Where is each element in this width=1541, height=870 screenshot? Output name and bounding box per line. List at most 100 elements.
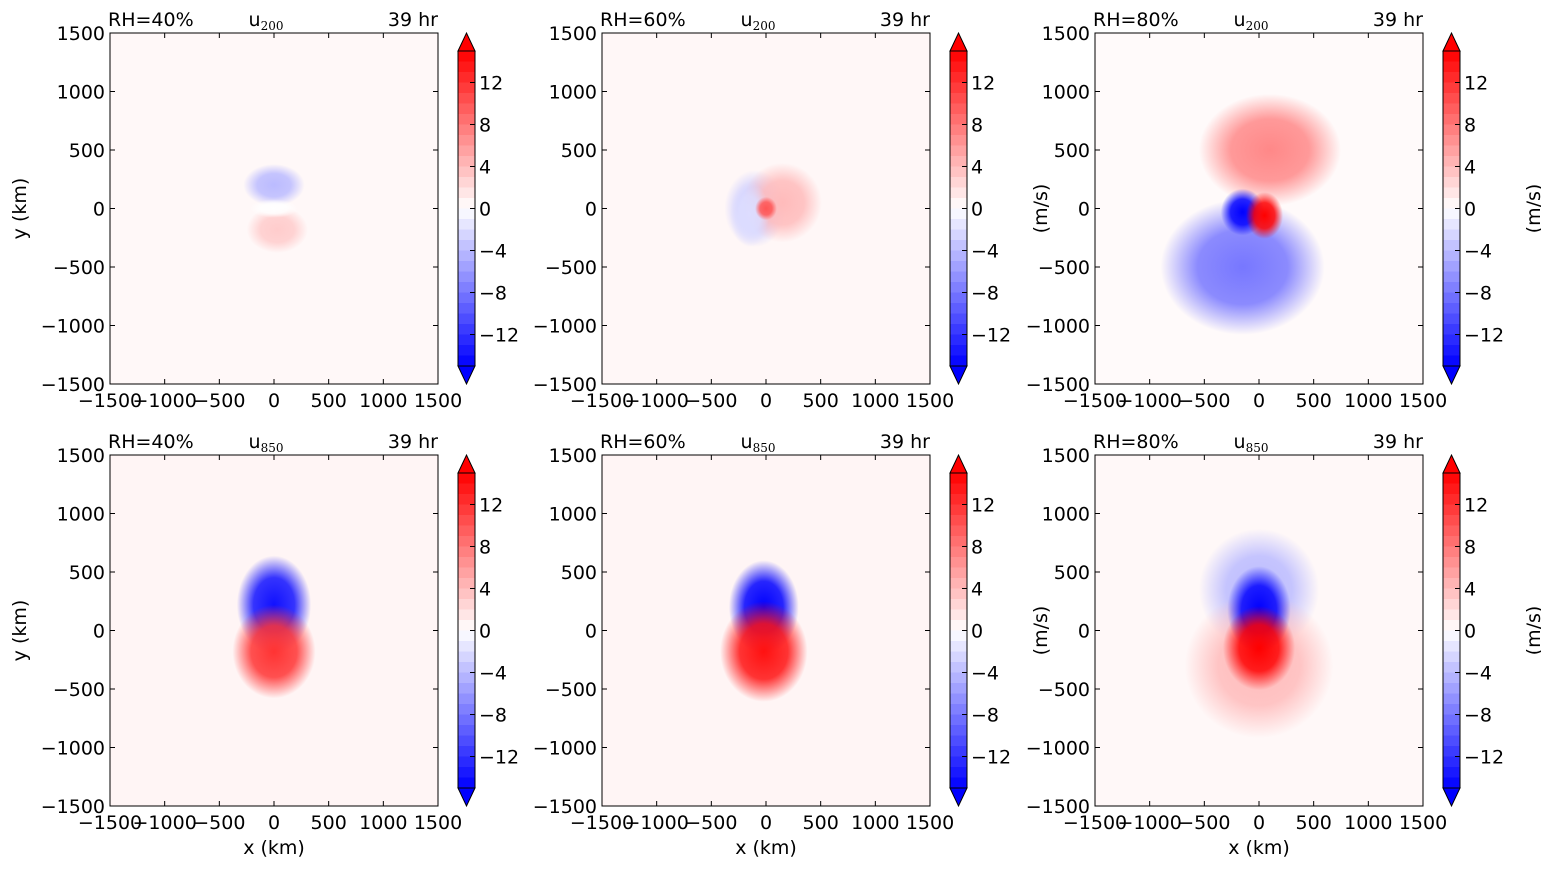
colorbar-tick-label: −4	[479, 663, 507, 685]
colorbar-band	[458, 156, 475, 168]
colorbar-band	[458, 588, 475, 600]
panel-5: −1500−1000−500 0 500 1000 1500150010005000−5…	[533, 431, 1052, 859]
colorbar-band	[950, 292, 967, 304]
x-tick-label: −1000	[133, 812, 197, 834]
colorbar-band	[1443, 641, 1460, 653]
field-features	[720, 560, 808, 702]
colorbar-band	[950, 240, 967, 252]
x-tick-label: −500	[1178, 812, 1230, 834]
colorbar-tick-label: 0	[971, 621, 983, 643]
colorbar-extend-max	[949, 453, 968, 474]
x-tick-label: 1500	[1399, 812, 1447, 834]
colorbar-band	[950, 525, 967, 537]
colorbar-band	[458, 292, 475, 304]
colorbar-band	[1443, 219, 1460, 231]
colorbar-band	[950, 504, 967, 516]
variable-name: u	[1234, 431, 1246, 453]
colorbar-band	[950, 82, 967, 94]
y-tick-label: −1500	[533, 374, 597, 396]
x-tick-label: −1500	[78, 390, 142, 412]
colorbar-band	[458, 704, 475, 716]
colorbar-band	[950, 672, 967, 684]
colorbar-tick-label: −12	[479, 747, 519, 769]
colorbar-band	[1443, 599, 1460, 611]
panel-label-right: 39 hr	[388, 9, 438, 31]
colorbar-band	[1443, 345, 1460, 357]
colorbar-band	[950, 271, 967, 283]
variable-subscript: 200	[1246, 19, 1269, 33]
colorbar-tick-label: 0	[479, 621, 491, 643]
colorbar-band	[1443, 714, 1460, 726]
colorbar-band	[1443, 156, 1460, 168]
x-tick-label: 1500	[906, 812, 954, 834]
field-anomaly	[1198, 93, 1341, 207]
colorbar-extend-min	[457, 787, 476, 808]
colorbar-band	[950, 515, 967, 527]
colorbar-band	[1443, 651, 1460, 663]
colorbar-band	[458, 166, 475, 178]
colorbar-band	[458, 672, 475, 684]
colorbar-band	[458, 250, 475, 262]
colorbar: 12 8 4 0 −4 −8 −12 (m/s)	[1442, 453, 1541, 808]
colorbar-tick-label: −12	[971, 325, 1011, 347]
colorbar-band	[458, 334, 475, 346]
colorbar-tick-label: 12	[971, 495, 995, 517]
y-tick-label: 1000	[549, 504, 597, 526]
field-anomaly	[729, 181, 770, 248]
x-tick-label: −1500	[1063, 390, 1127, 412]
colorbar-band	[458, 61, 475, 73]
colorbar-band	[458, 93, 475, 105]
colorbar-label: (m/s)	[1523, 606, 1541, 656]
panel-label-right: 39 hr	[1373, 9, 1423, 31]
colorbar-band	[458, 777, 475, 789]
colorbar-band	[950, 135, 967, 147]
colorbar-band	[1443, 777, 1460, 789]
colorbar-tick-label: −12	[1464, 325, 1504, 347]
colorbar-band	[458, 557, 475, 569]
y-tick-label: 0	[585, 199, 597, 221]
colorbar: 12 8 4 0 −4 −8 −12 (m/s)	[1442, 31, 1541, 386]
colorbar-band	[1443, 93, 1460, 105]
field-anomaly	[232, 604, 316, 699]
y-tick-label: 500	[69, 562, 105, 584]
colorbar-band	[1443, 135, 1460, 147]
colorbar-band	[950, 261, 967, 273]
colorbar-band	[950, 536, 967, 548]
colorbar-band	[950, 473, 967, 485]
colorbar-band	[950, 324, 967, 336]
colorbar-band	[1443, 536, 1460, 548]
field-features	[243, 164, 308, 253]
x-tick-label: 1000	[359, 390, 407, 412]
x-tick-label: 500	[803, 812, 839, 834]
colorbar-band	[458, 525, 475, 537]
panel-6: −1500−1000−500 0 500 1000 1500150010005000−5…	[1026, 431, 1541, 859]
colorbar-tick-label: 12	[1464, 73, 1488, 95]
colorbar-tick-label: −8	[1464, 705, 1492, 727]
y-tick-label: −1000	[533, 316, 597, 338]
x-axis-label: x (km)	[735, 837, 797, 859]
colorbar-band	[458, 271, 475, 283]
panel-label-left: RH=60%	[600, 431, 686, 453]
colorbar-band	[1443, 292, 1460, 304]
colorbar-band	[1443, 693, 1460, 705]
colorbar-tick-label: 0	[1464, 199, 1476, 221]
colorbar-band	[950, 250, 967, 262]
colorbar-band	[458, 756, 475, 768]
x-tick-label: 1000	[359, 812, 407, 834]
x-tick-label: −1000	[1118, 390, 1182, 412]
colorbar-band	[950, 578, 967, 590]
colorbar-band	[1443, 494, 1460, 506]
colorbar-band	[458, 114, 475, 126]
panel-2: −1500−1000−500 0 500 1000 1500150010005000−5…	[533, 9, 1052, 412]
colorbar-band	[950, 483, 967, 495]
colorbar-band	[458, 103, 475, 115]
colorbar: 12 8 4 0 −4 −8 −12	[457, 31, 519, 386]
colorbar-band	[458, 641, 475, 653]
field-anomaly	[249, 199, 299, 218]
field-anomaly	[1160, 199, 1325, 335]
x-tick-label: −500	[1178, 390, 1230, 412]
panel-label-left: RH=40%	[108, 9, 194, 31]
y-tick-label: −500	[53, 679, 105, 701]
colorbar-band	[458, 546, 475, 558]
panel-label-center: u850	[1234, 431, 1269, 455]
